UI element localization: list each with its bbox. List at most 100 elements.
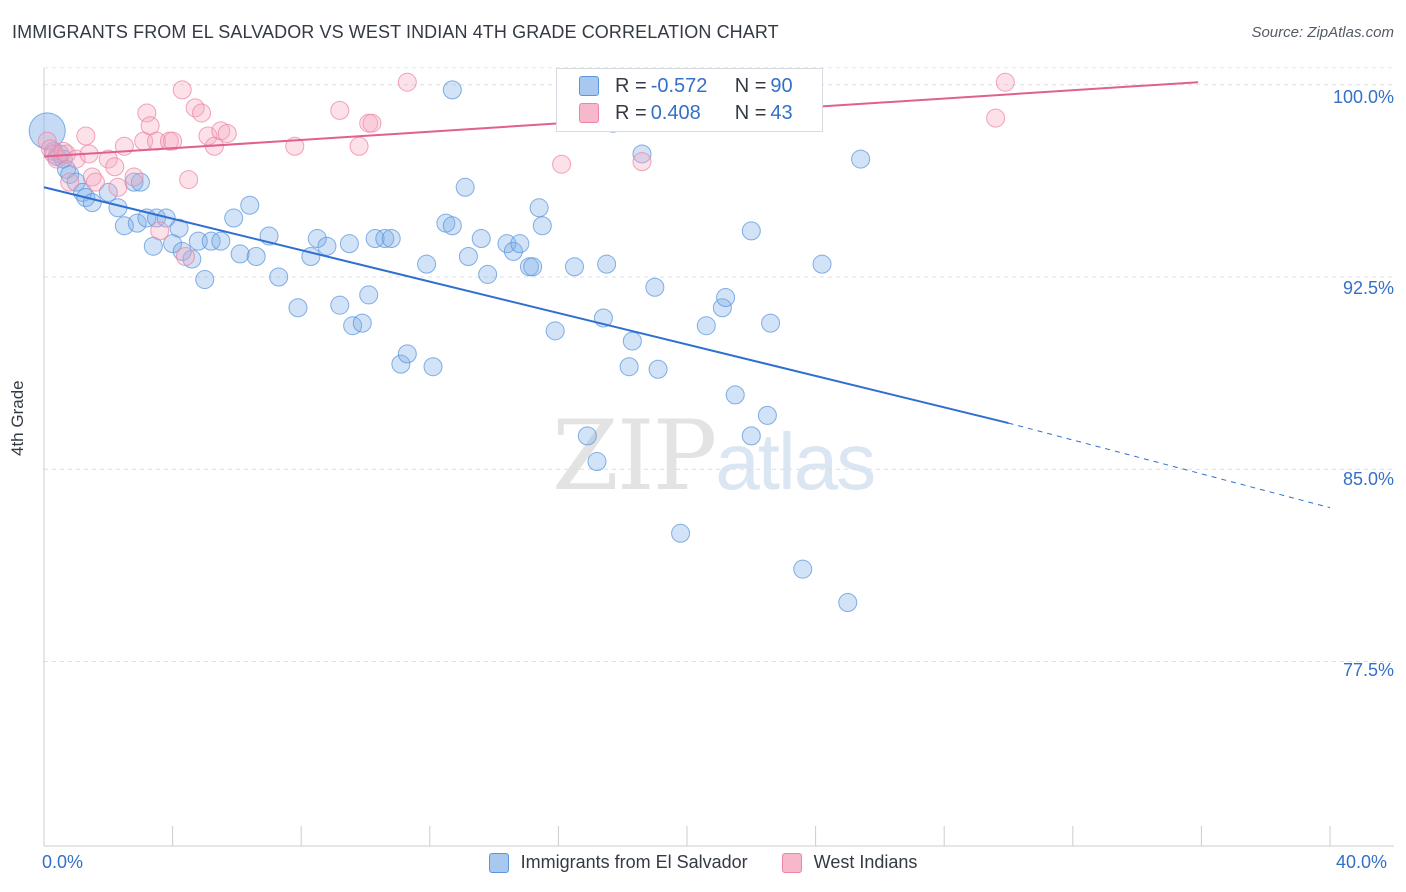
data-point: [211, 231, 231, 251]
data-point: [307, 229, 327, 249]
data-point: [317, 236, 337, 256]
legend-swatch-west-indians: [781, 852, 802, 873]
legend-n-value: 90: [770, 74, 793, 97]
data-point: [330, 295, 350, 315]
series-layer: [28, 72, 1015, 613]
watermark-zip: ZIP: [552, 400, 717, 512]
data-point: [632, 152, 652, 172]
data-point: [503, 241, 523, 261]
data-point: [552, 154, 572, 174]
data-point: [179, 170, 199, 190]
x-tick-label-max: 40.0%: [1336, 852, 1388, 872]
source-label: Source: ZipAtlas.com: [1251, 24, 1394, 41]
data-point: [224, 208, 244, 228]
data-point: [108, 177, 128, 197]
y-tick-label-85: 85.0%: [1342, 469, 1394, 489]
data-point: [175, 246, 195, 266]
legend-r-label: R =: [615, 74, 647, 97]
data-point: [455, 177, 475, 197]
grid-lines: [44, 67, 1394, 662]
data-point: [671, 523, 691, 543]
data-point: [362, 113, 382, 133]
trend-extension-el-salvador: [1008, 422, 1331, 509]
data-point: [137, 103, 157, 123]
data-point: [201, 231, 221, 251]
data-point: [648, 359, 668, 379]
data-point: [478, 264, 498, 284]
legend-r-label: R =: [615, 101, 647, 124]
legend-n-label: N =: [734, 74, 767, 97]
data-point: [423, 357, 443, 377]
legend-row-west-indians: R = 0.408 N = 43: [579, 100, 793, 126]
series-west-indians: [37, 72, 1015, 266]
data-point: [397, 72, 417, 92]
data-point: [716, 287, 736, 307]
data-point: [761, 313, 781, 333]
data-point: [545, 321, 565, 341]
data-point: [195, 270, 215, 290]
legend-n-label: N =: [734, 101, 767, 124]
legend-item-el-salvador[interactable]: Immigrants from El Salvador: [488, 852, 748, 873]
data-point: [192, 103, 212, 123]
legend-item-west-indians[interactable]: West Indians: [781, 852, 918, 873]
data-point: [793, 559, 813, 579]
watermark: ZIPatlas: [552, 400, 876, 512]
data-point: [632, 144, 652, 164]
data-point: [185, 98, 205, 118]
data-point: [365, 229, 385, 249]
watermark-atlas: atlas: [715, 417, 876, 506]
data-point: [851, 149, 871, 169]
data-point: [172, 80, 192, 100]
legend-r-value: 0.408: [650, 101, 701, 124]
data-point: [130, 172, 150, 192]
data-point: [349, 136, 369, 156]
data-point: [712, 298, 732, 318]
data-point: [622, 331, 642, 351]
data-point: [330, 100, 350, 120]
data-point: [285, 136, 305, 156]
data-point: [523, 257, 543, 277]
data-point: [597, 254, 617, 274]
data-point: [163, 234, 183, 254]
axes: [43, 68, 1394, 847]
data-point: [98, 182, 118, 202]
series-legend: Immigrants from El Salvador West Indians: [0, 852, 1406, 873]
legend-r-value: -0.572: [650, 74, 708, 97]
data-point: [288, 298, 308, 318]
data-point: [98, 149, 118, 169]
legend-label-el-salvador: Immigrants from El Salvador: [520, 852, 748, 872]
data-point: [82, 193, 102, 213]
series-el-salvador: [28, 80, 871, 613]
y-tick-label-77-5: 77.5%: [1342, 660, 1394, 680]
data-point: [619, 357, 639, 377]
data-point: [741, 221, 761, 241]
data-point: [76, 126, 96, 146]
data-point: [532, 216, 552, 236]
stats-legend: R = -0.572 N = 90 R = 0.408 N = 43: [556, 68, 823, 132]
data-point: [510, 234, 530, 254]
data-point: [458, 246, 478, 266]
y-tick-label-100: 100.0%: [1332, 87, 1394, 107]
data-point: [375, 229, 395, 249]
legend-row-el-salvador: R = -0.572 N = 90: [579, 73, 793, 99]
data-point: [757, 405, 777, 425]
legend-label-west-indians: West Indians: [813, 852, 918, 872]
data-point: [442, 216, 462, 236]
data-point: [57, 159, 77, 179]
data-point: [442, 80, 462, 100]
data-point: [172, 241, 192, 261]
data-point: [124, 167, 144, 187]
x-tick-label-min: 0.0%: [42, 852, 84, 872]
data-point: [725, 385, 745, 405]
data-point: [60, 172, 80, 192]
data-point: [645, 277, 665, 297]
data-point: [397, 344, 417, 364]
data-point: [812, 254, 832, 274]
data-point: [217, 123, 237, 143]
data-point: [230, 244, 250, 264]
data-point: [246, 246, 266, 266]
data-point: [105, 157, 125, 177]
data-point: [82, 167, 102, 187]
data-point: [986, 108, 1006, 128]
